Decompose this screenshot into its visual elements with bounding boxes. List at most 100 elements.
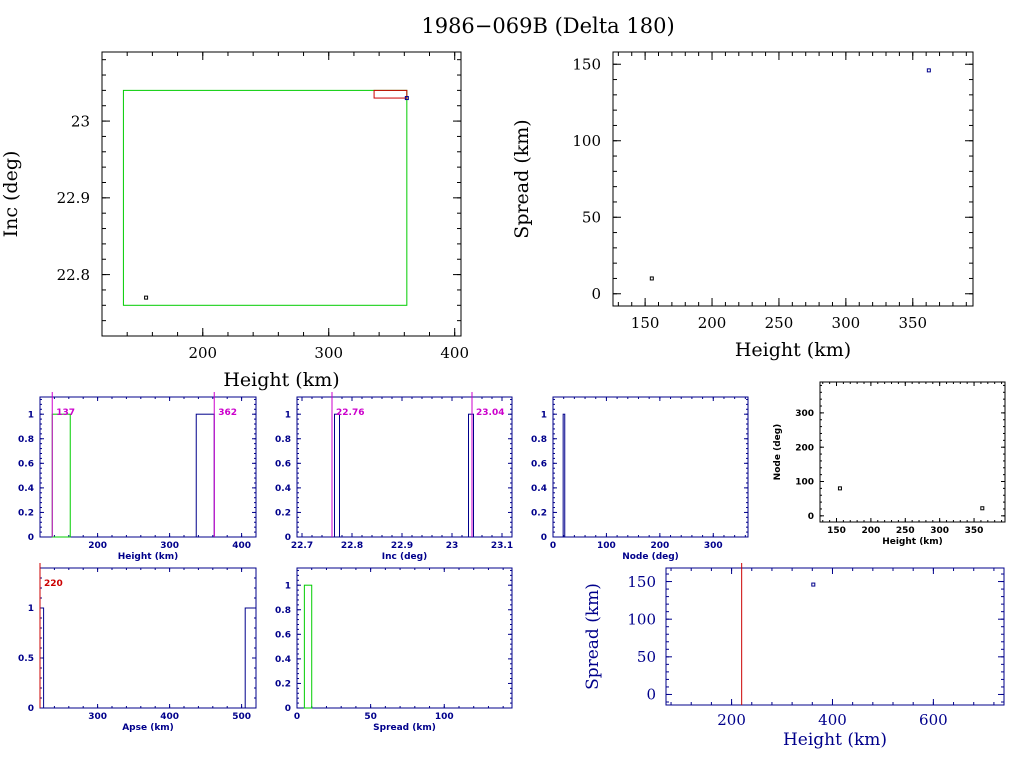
data-point — [980, 506, 985, 511]
x-tick-label: 350 — [898, 314, 927, 332]
x-tick-label: 300 — [314, 344, 343, 362]
y-tick-label: 0.4 — [275, 484, 291, 494]
data-point — [649, 276, 654, 281]
x-tick-label: 22.7 — [291, 541, 313, 551]
x-tick-label: 100 — [435, 712, 454, 722]
x-tick-label: 400 — [440, 344, 469, 362]
x-tick-label: 0 — [294, 712, 300, 722]
x-tick-label: 300 — [930, 526, 949, 536]
x-tick-label: 0 — [550, 541, 556, 551]
plot-frame — [552, 396, 749, 538]
x-tick-label: 150 — [827, 526, 846, 536]
plot-frame — [39, 396, 257, 538]
x-axis-label: Spread (km) — [373, 723, 436, 733]
x-axis-label: Height (km) — [882, 537, 943, 547]
x-tick-label: 250 — [896, 526, 915, 536]
panel-hist-spread: 0 50 100 0 0.2 0.4 0.6 0.8 1 Spread (km) — [275, 567, 513, 733]
x-tick-label: 300 — [704, 541, 723, 551]
plot-frame — [39, 567, 257, 709]
y-tick-label: 1 — [28, 410, 34, 420]
y-tick-label: 1 — [28, 604, 34, 614]
histogram-bar — [303, 584, 313, 709]
plot-frame — [296, 567, 513, 709]
data-point — [811, 582, 816, 587]
histogram-bar — [562, 413, 566, 538]
region-rect — [373, 89, 408, 99]
plot-frame — [101, 51, 462, 337]
x-tick-label: 600 — [919, 711, 948, 729]
x-tick-label: 22.8 — [341, 541, 363, 551]
panel-hist-height: 200 300 400 0 0.2 0.4 0.6 0.8 1 Height (km) 137 362 — [18, 392, 257, 562]
x-tick-label: 200 — [717, 711, 746, 729]
y-tick-label: 1 — [541, 410, 547, 420]
y-tick-label: 0 — [808, 512, 814, 522]
marker-label: 220 — [44, 579, 63, 589]
y-tick-label: 0.8 — [18, 435, 34, 445]
region-rect — [122, 89, 408, 306]
x-axis-label: Height (km) — [783, 730, 887, 750]
y-tick-label: 300 — [795, 409, 814, 419]
x-tick-label: 300 — [88, 712, 107, 722]
y-tick-label: 0 — [591, 285, 601, 303]
y-tick-label: 0 — [541, 533, 547, 543]
data-point — [926, 68, 931, 73]
marker-label: 22.76 — [336, 408, 364, 418]
x-tick-label: 500 — [232, 712, 251, 722]
x-tick-label: 200 — [188, 344, 217, 362]
y-tick-label: 0 — [285, 704, 291, 714]
figure-title: 1986−069B (Delta 180) — [421, 14, 675, 38]
y-tick-label: 0.6 — [531, 459, 547, 469]
x-axis-label: Apse (km) — [122, 723, 174, 733]
x-tick-label: 400 — [232, 541, 251, 551]
panel-inc-height: 200 300 400 22.8 22.9 23 Height (km) Inc (deg) — [0, 51, 469, 391]
x-tick-label: 300 — [832, 314, 861, 332]
y-tick-label: 100 — [627, 610, 656, 628]
data-point — [404, 96, 409, 101]
y-tick-label: 150 — [627, 573, 656, 591]
y-tick-label: 50 — [637, 648, 656, 666]
y-tick-label: 100 — [572, 132, 601, 150]
y-tick-label: 0.6 — [18, 459, 34, 469]
x-tick-label: 150 — [631, 314, 660, 332]
y-tick-label: 0.2 — [275, 680, 291, 690]
x-tick-label: 100 — [597, 541, 616, 551]
y-tick-label: 23 — [71, 112, 90, 130]
plot-frame — [612, 51, 974, 307]
marker-label: 362 — [218, 408, 237, 418]
y-tick-label: 22.9 — [57, 189, 90, 207]
y-tick-label: 0.6 — [275, 459, 291, 469]
y-tick-label: 0.2 — [275, 509, 291, 519]
y-tick-label: 0 — [28, 533, 34, 543]
x-tick-label: 200 — [650, 541, 669, 551]
data-point — [144, 295, 149, 300]
histogram-bar — [51, 413, 71, 538]
y-tick-label: 22.8 — [57, 266, 90, 284]
panel-hist-apse: 300 400 500 0 0.5 1 Apse (km) 220 — [18, 563, 257, 733]
panel-spread-height-wide: 200 400 600 0 50 100 150 Height (km) Spread (km) — [583, 563, 1005, 750]
panel-hist-node: 0 100 200 300 0 0.2 0.4 0.6 0.8 1 Node (deg) — [531, 396, 749, 562]
histogram-bar — [334, 413, 340, 538]
plot-frame — [819, 381, 1006, 523]
y-tick-label: 0 — [646, 686, 656, 704]
y-tick-label: 0.4 — [531, 484, 547, 494]
y-tick-label: 1 — [285, 581, 291, 591]
y-tick-label: 0 — [285, 533, 291, 543]
y-tick-label: 0.4 — [18, 484, 34, 494]
y-tick-label: 0.8 — [531, 435, 547, 445]
y-tick-label: 0.2 — [18, 509, 34, 519]
x-tick-label: 400 — [818, 711, 847, 729]
y-tick-label: 1 — [285, 410, 291, 420]
y-tick-label: 0.4 — [275, 655, 291, 665]
x-tick-label: 200 — [698, 314, 727, 332]
y-tick-label: 0.8 — [275, 435, 291, 445]
histogram-bar — [195, 413, 215, 538]
y-tick-label: 100 — [795, 478, 814, 488]
x-axis-label: Height (km) — [223, 369, 339, 391]
y-tick-label: 0 — [28, 704, 34, 714]
x-tick-label: 22.9 — [391, 541, 413, 551]
plot-frame — [296, 396, 513, 538]
y-axis-label: Node (deg) — [773, 424, 783, 481]
y-tick-label: 0.2 — [531, 509, 547, 519]
marker-label: 23.04 — [476, 408, 504, 418]
